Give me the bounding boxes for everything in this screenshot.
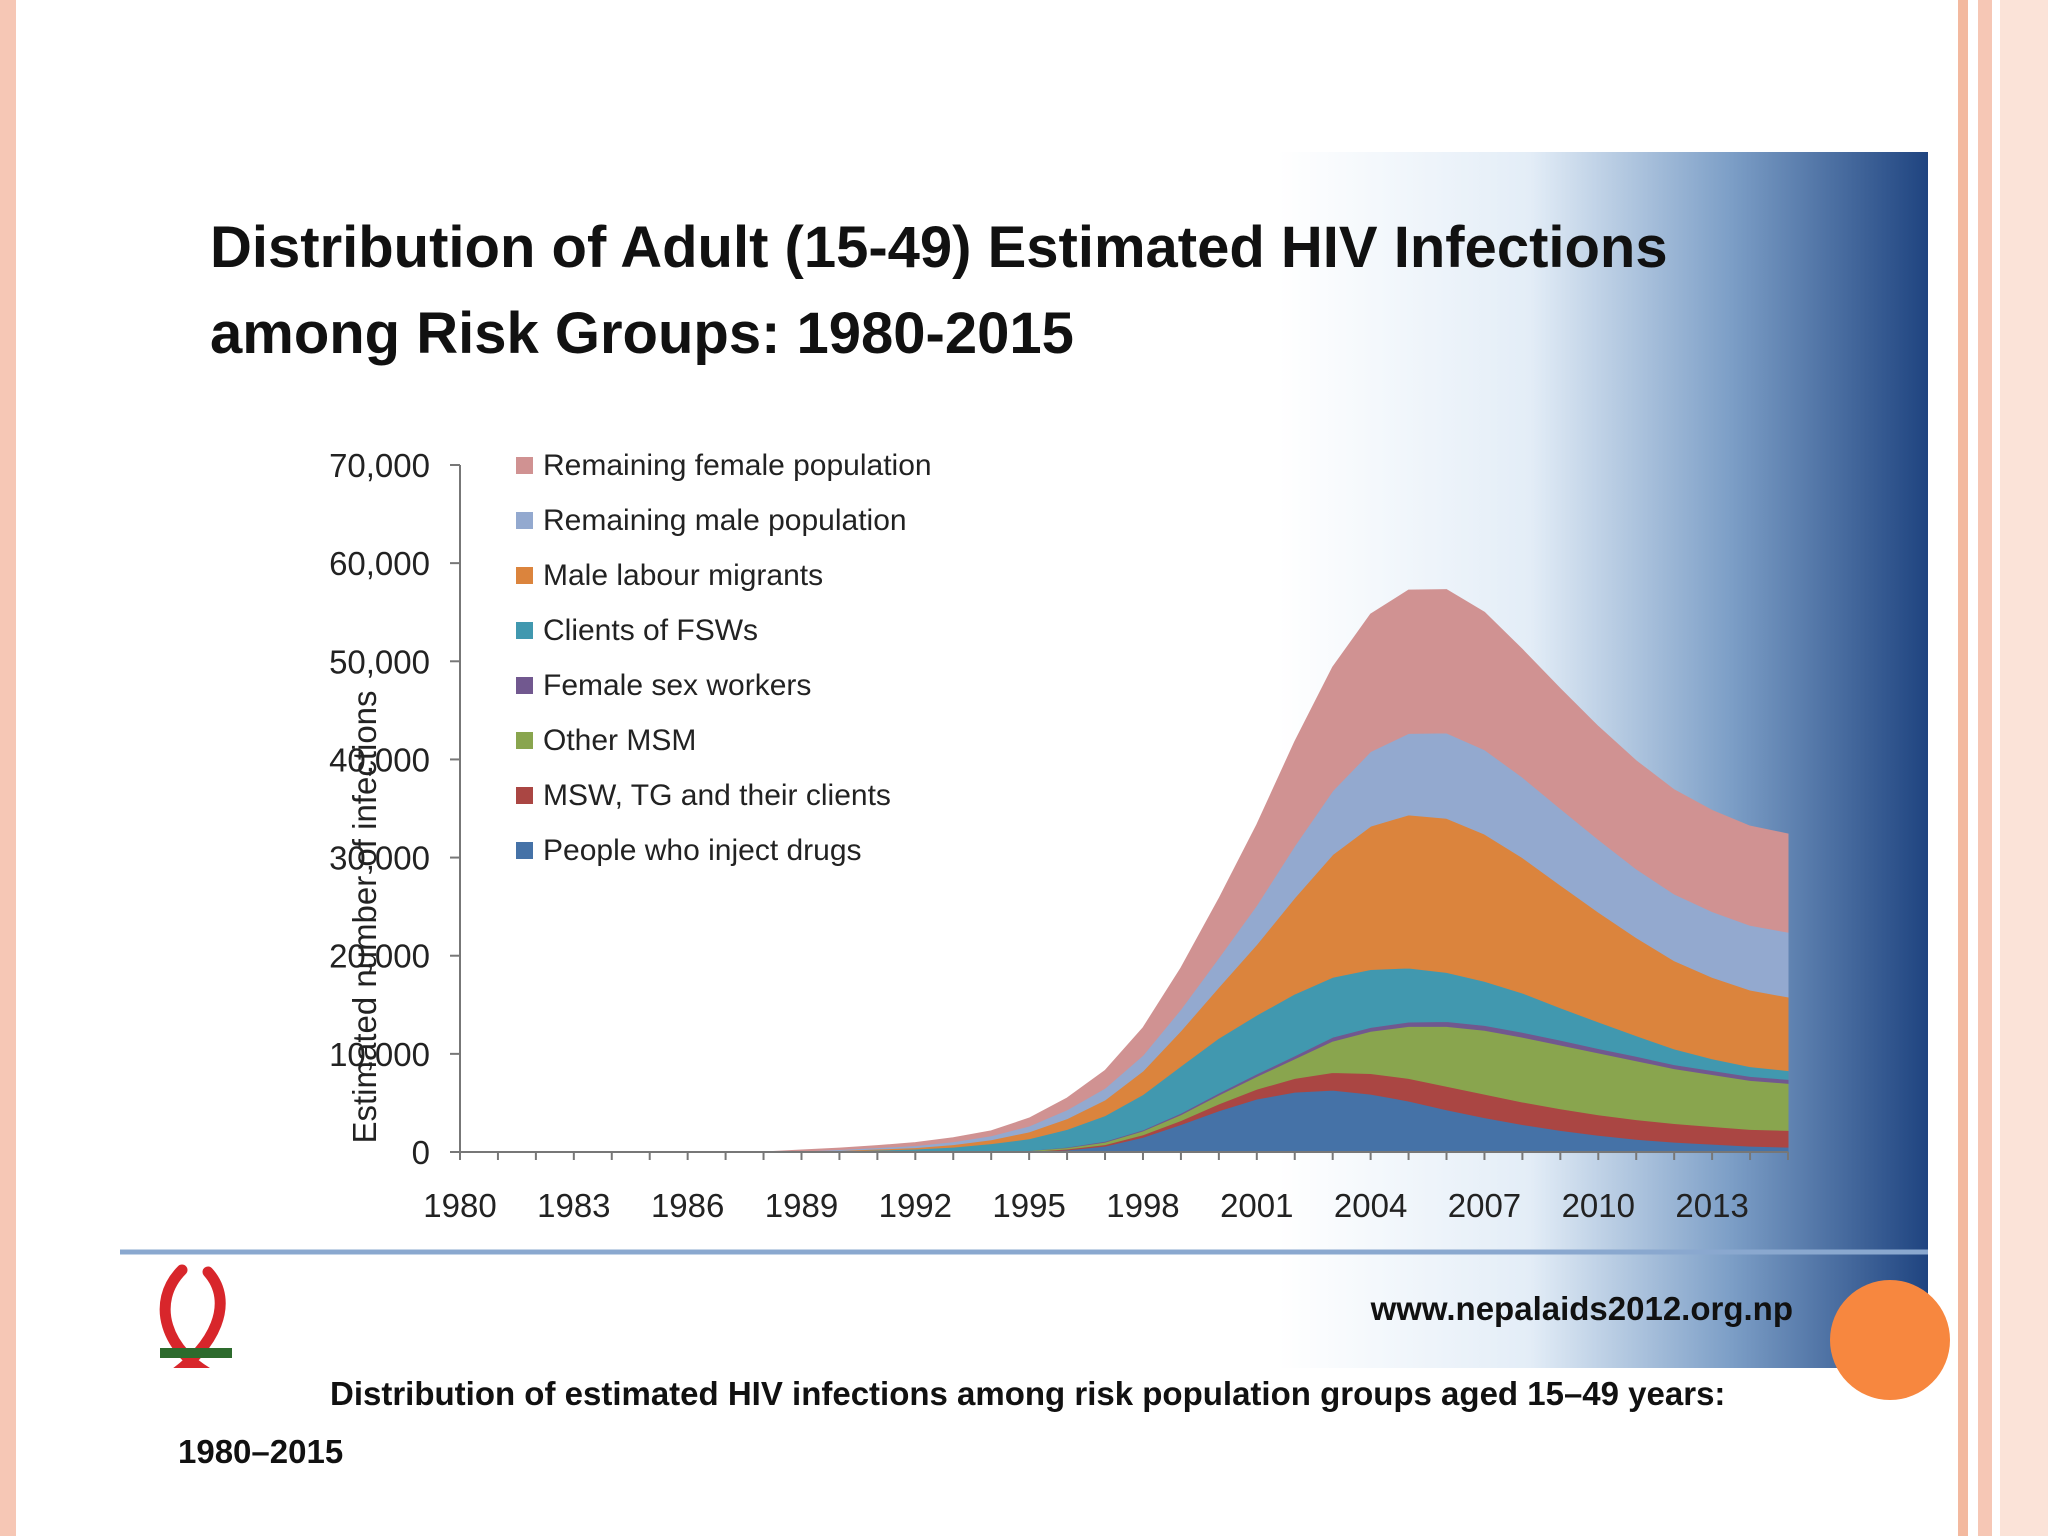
slide-image: Distribution of Adult (15-49) Estimated … — [120, 152, 1928, 1368]
legend-swatch — [516, 622, 533, 639]
chart-legend: Remaining female population Remaining mal… — [516, 449, 932, 867]
y-axis-label: Estimated number of infections — [346, 690, 383, 1143]
legend-label: MSW, TG and their clients — [543, 779, 891, 812]
legend-label: People who inject drugs — [543, 834, 862, 867]
area-series-7 — [460, 589, 1789, 1153]
legend-label: Male labour migrants — [543, 559, 823, 592]
x-tick-label: 2013 — [1675, 1187, 1748, 1224]
hiv-area-chart: Distribution of Adult (15-49) Estimated … — [120, 215, 1928, 1368]
figure-caption: Distribution of estimated HIV infections… — [178, 1375, 1726, 1470]
legend-swatch — [516, 567, 533, 584]
frame-left-border — [0, 0, 16, 1536]
x-tick-label: 2010 — [1562, 1187, 1635, 1224]
y-tick-label: 50,000 — [329, 643, 430, 680]
x-tick-label: 1992 — [879, 1187, 952, 1224]
x-tick-label: 2007 — [1448, 1187, 1521, 1224]
y-tick-label: 70,000 — [329, 447, 430, 484]
frame-right-border-inner — [1978, 0, 1992, 1536]
x-tick-label: 1983 — [537, 1187, 610, 1224]
x-tick-label: 1989 — [765, 1187, 838, 1224]
y-tick-label: 60,000 — [329, 545, 430, 582]
footer-url: www.nepalaids2012.org.np — [1370, 1290, 1793, 1327]
y-tick-label: 20,000 — [329, 938, 430, 975]
decorative-orange-circle — [1830, 1280, 1950, 1400]
area-layers — [460, 589, 1789, 1153]
legend-swatch — [516, 842, 533, 859]
frame-right-border-outer — [2000, 0, 2048, 1536]
chart-title-line-2: among Risk Groups: 1980-2015 — [210, 301, 1074, 366]
x-tick-label: 1980 — [423, 1187, 496, 1224]
y-tick-label: 0 — [412, 1134, 430, 1171]
y-tick-label: 30,000 — [329, 840, 430, 877]
legend-label: Remaining male population — [543, 504, 907, 537]
x-tick-label: 1986 — [651, 1187, 724, 1224]
legend-label: Clients of FSWs — [543, 614, 758, 647]
x-tick-label: 1998 — [1106, 1187, 1179, 1224]
x-tick-label: 2004 — [1334, 1187, 1407, 1224]
y-tick-label: 40,000 — [329, 741, 430, 778]
legend-label: Remaining female population — [543, 449, 932, 482]
chart-axes: 0 10,000 20,000 30,000 40,000 50,000 60,000 70,… — [329, 447, 1789, 1224]
y-tick-label: 10,000 — [329, 1036, 430, 1073]
red-ribbon-logo — [159, 1264, 232, 1368]
legend-label: Female sex workers — [543, 669, 811, 702]
x-tick-label: 1995 — [992, 1187, 1065, 1224]
legend-swatch — [516, 787, 533, 804]
legend-label: Other MSM — [543, 724, 696, 757]
legend-swatch — [516, 512, 533, 529]
legend-swatch — [516, 677, 533, 694]
x-tick-label: 2001 — [1220, 1187, 1293, 1224]
frame-right-border — [1958, 0, 1968, 1536]
legend-swatch — [516, 457, 533, 474]
chart-title-line-1: Distribution of Adult (15-49) Estimated … — [210, 215, 1668, 280]
legend-swatch — [516, 732, 533, 749]
